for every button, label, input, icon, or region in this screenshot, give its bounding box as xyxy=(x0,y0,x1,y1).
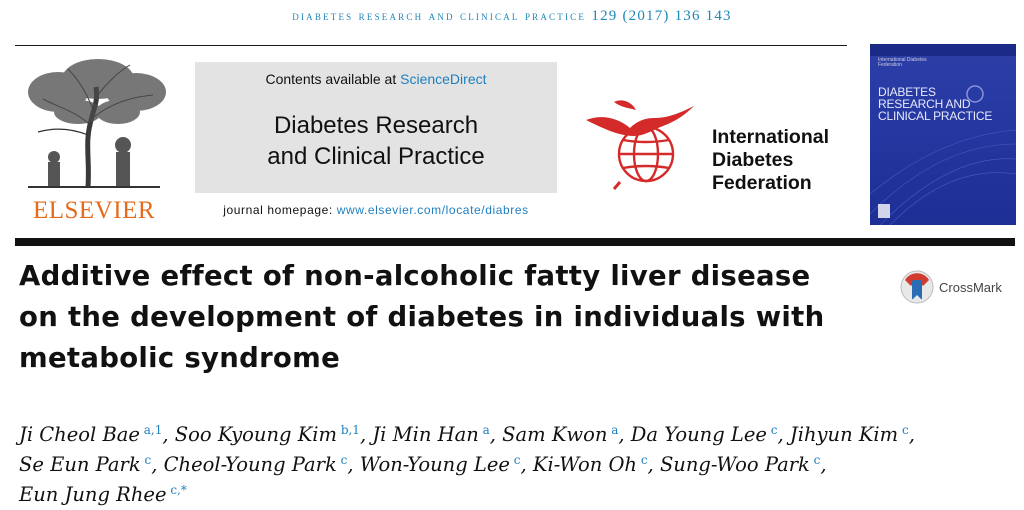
cover-title-line1: DIABETES xyxy=(878,85,936,99)
crossmark-icon xyxy=(900,270,934,304)
idf-bird-globe-icon[interactable] xyxy=(584,92,700,190)
author-name[interactable]: Sam Kwon xyxy=(502,423,608,446)
author-separator: , xyxy=(520,453,533,476)
homepage-bar xyxy=(195,193,557,223)
elsevier-tree-icon xyxy=(28,59,166,188)
author-separator: , xyxy=(618,423,631,446)
author-separator: , xyxy=(347,453,360,476)
author-name[interactable]: Sung-Woo Park xyxy=(659,453,810,476)
idf-line3: Federation xyxy=(712,172,812,194)
sciencedirect-link[interactable]: ScienceDirect xyxy=(400,71,487,87)
article-title-line3: metabolic syndrome xyxy=(19,342,341,374)
elsevier-wordmark: ELSEVIER xyxy=(32,197,156,224)
author-affiliation-marker[interactable]: c xyxy=(140,453,152,467)
cover-publisher: International Diabetes Federation xyxy=(878,57,927,68)
author-affiliation-marker[interactable]: b,1 xyxy=(337,423,360,437)
cover-title-line2: RESEARCH AND xyxy=(878,97,971,111)
author-list: Ji Cheol Bae a,1, Soo Kyoung Kim b,1, Ji… xyxy=(19,420,1024,510)
cover-title: DIABETES RESEARCH AND CLINICAL PRACTICE xyxy=(878,86,1008,122)
author-name[interactable]: Ji Cheol Bae xyxy=(19,423,140,446)
idf-wordmark: International Diabetes Federation xyxy=(712,126,829,195)
author-separator: , xyxy=(151,453,164,476)
journal-title: Diabetes Research and Clinical Practice xyxy=(195,110,557,172)
idf-line1: International xyxy=(712,126,830,148)
homepage-prefix: journal homepage: xyxy=(223,203,337,217)
journal-homepage-line: journal homepage: www.elsevier.com/locat… xyxy=(195,203,557,217)
author-affiliation-marker[interactable]: a xyxy=(478,423,490,437)
elsevier-logo[interactable]: ELSEVIER xyxy=(18,57,170,227)
author-name[interactable]: Ki-Won Oh xyxy=(532,453,637,476)
contents-prefix: Contents available at xyxy=(265,71,401,87)
author-separator: , xyxy=(489,423,503,446)
contents-available-line: Contents available at ScienceDirect xyxy=(195,71,557,87)
crossmark-label: CrossMark xyxy=(939,280,1002,295)
journal-citation: diabetes research and clinical practice xyxy=(292,9,587,23)
journal-title-line2: and Clinical Practice xyxy=(267,143,485,170)
author-separator: , xyxy=(777,423,790,446)
article-title-line1: Additive effect of non-alcoholic fatty l… xyxy=(19,260,811,292)
volume-pages: 129 (2017) 136 143 xyxy=(591,8,732,24)
cover-title-line3: CLINICAL PRACTICE xyxy=(878,109,993,123)
running-head: diabetes research and clinical practice … xyxy=(0,8,1024,25)
author-separator: , xyxy=(908,423,915,446)
author-affiliation-marker[interactable]: c xyxy=(336,453,348,467)
title-rule xyxy=(15,238,1015,246)
author-name[interactable]: Soo Kyoung Kim xyxy=(174,423,337,446)
author-separator: , xyxy=(820,453,827,476)
author-affiliation-marker[interactable]: c xyxy=(637,453,648,467)
author-name[interactable]: Se Eun Park xyxy=(19,453,141,476)
header-rule xyxy=(15,45,847,46)
author-name[interactable]: Cheol-Young Park xyxy=(163,453,337,476)
journal-title-line1: Diabetes Research xyxy=(273,112,479,139)
author-separator: , xyxy=(359,423,373,446)
author-name[interactable]: Eun Jung Rhee xyxy=(19,483,167,506)
author-affiliation-marker[interactable]: a xyxy=(607,423,619,437)
author-name[interactable]: Jihyun Kim xyxy=(789,423,899,446)
author-affiliation-marker[interactable]: c xyxy=(509,453,521,467)
journal-cover-thumbnail[interactable]: International Diabetes Federation DIABET… xyxy=(870,44,1016,225)
journal-info-box: Contents available at ScienceDirect Diab… xyxy=(195,62,557,223)
author-separator: , xyxy=(162,423,175,446)
article-title: Additive effect of non-alcoholic fatty l… xyxy=(19,256,879,379)
author-name[interactable]: Won-Young Lee xyxy=(359,453,510,476)
article-title-line2: on the development of diabetes in indivi… xyxy=(19,301,825,333)
author-affiliation-marker[interactable]: a,1 xyxy=(139,423,163,437)
idf-line2: Diabetes xyxy=(712,149,794,171)
author-affiliation-marker[interactable]: c,* xyxy=(166,483,187,497)
author-name[interactable]: Ji Min Han xyxy=(372,423,479,446)
author-name[interactable]: Da Young Lee xyxy=(630,423,767,446)
author-separator: , xyxy=(647,453,660,476)
crossmark-badge[interactable]: CrossMark xyxy=(899,268,1019,308)
cover-pattern xyxy=(870,44,1016,225)
author-affiliation-marker[interactable]: c xyxy=(898,423,909,437)
author-affiliation-marker[interactable]: c xyxy=(766,423,778,437)
author-affiliation-marker[interactable]: c xyxy=(809,453,821,467)
homepage-link[interactable]: www.elsevier.com/locate/diabres xyxy=(336,203,529,217)
